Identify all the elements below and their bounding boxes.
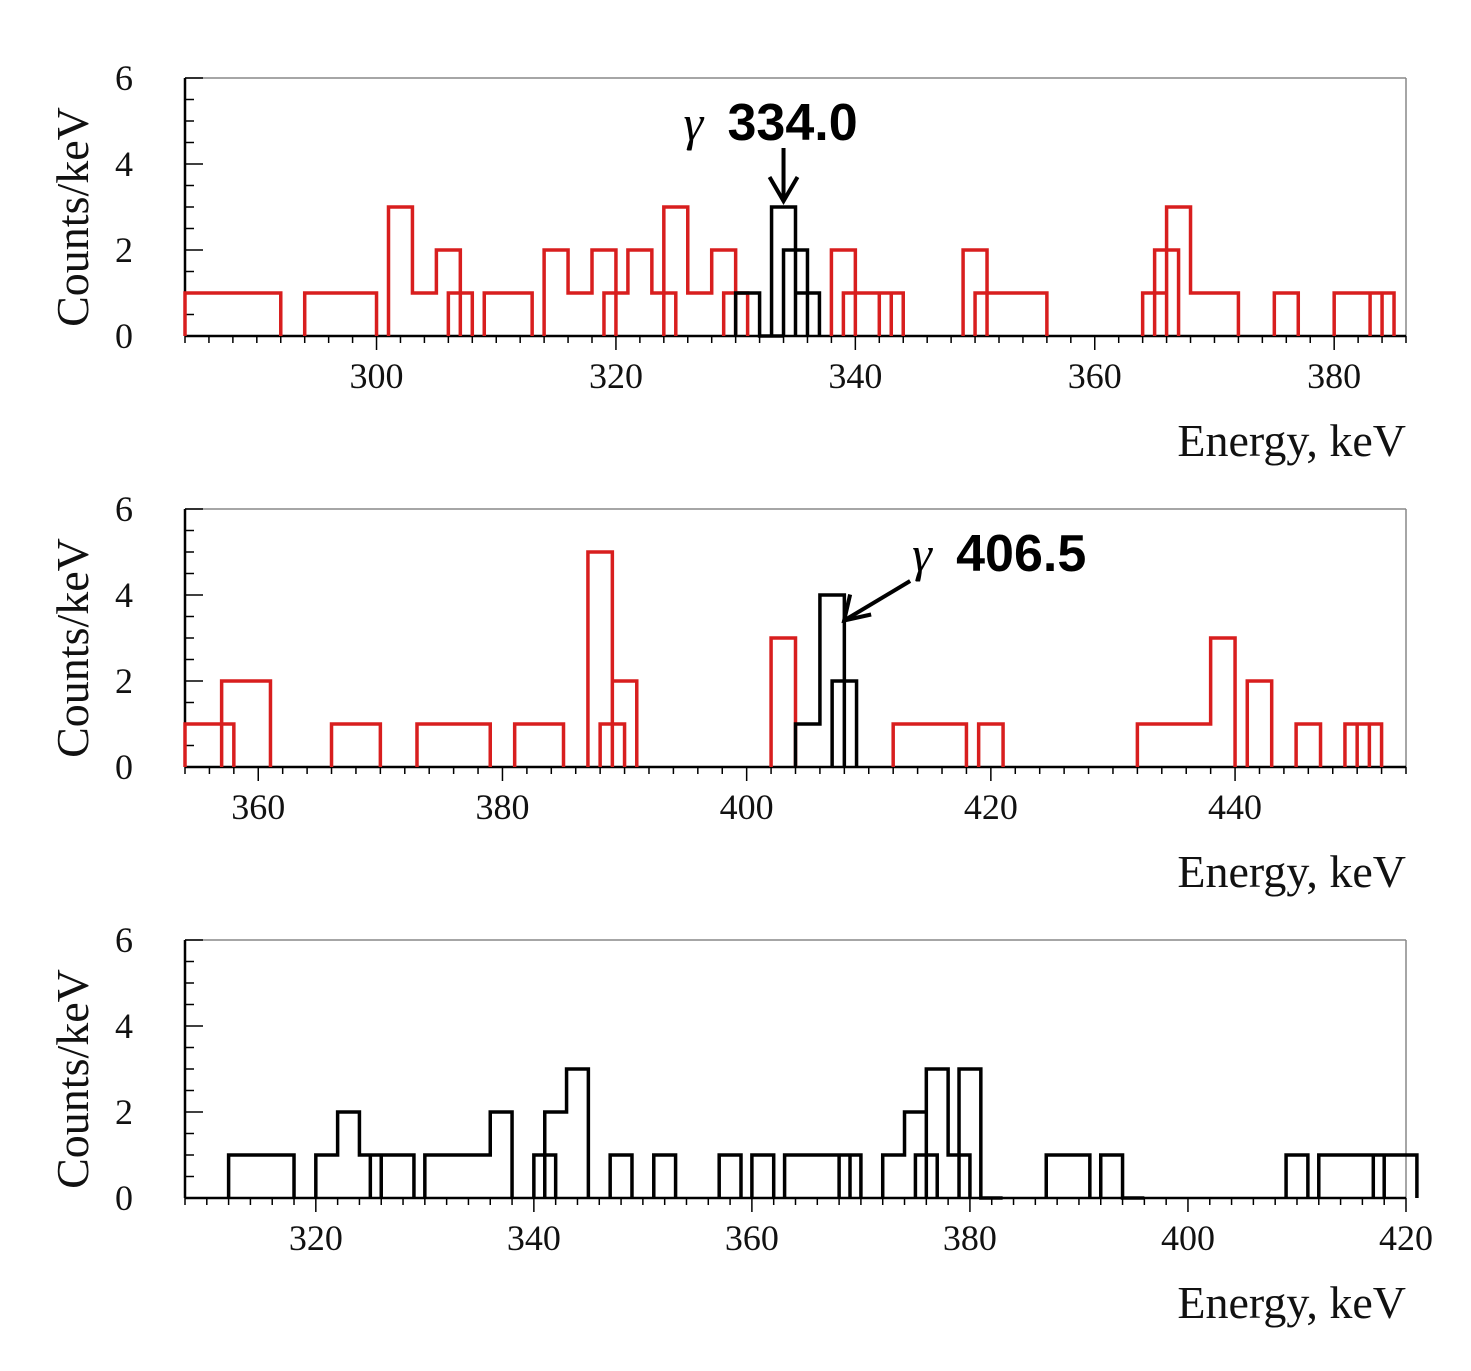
y-tick-label: 0 bbox=[115, 747, 133, 787]
x-axis-title: Energy, keV bbox=[1177, 846, 1406, 897]
arrow-head-icon bbox=[767, 175, 800, 205]
x-tick-label: 300 bbox=[350, 356, 404, 396]
histogram-series-signal bbox=[733, 205, 822, 338]
y-tick-label: 4 bbox=[115, 1006, 133, 1046]
x-tick-label: 420 bbox=[1379, 1218, 1433, 1258]
histogram-series-background-right bbox=[891, 636, 1384, 767]
peak-annotation: γ 406.5 bbox=[841, 525, 1086, 624]
gamma-energy-label: 334.0 bbox=[728, 94, 858, 152]
x-tick-label: 360 bbox=[725, 1218, 779, 1258]
peak-annotation: γ 334.0 bbox=[684, 94, 858, 205]
y-tick-label: 2 bbox=[115, 1092, 133, 1132]
arrow-head-icon bbox=[841, 594, 872, 624]
y-tick-label: 6 bbox=[115, 920, 133, 960]
x-tick-label: 320 bbox=[289, 1218, 343, 1258]
y-tick-label: 0 bbox=[115, 316, 133, 356]
y-tick-label: 6 bbox=[115, 58, 133, 98]
x-tick-label: 380 bbox=[943, 1218, 997, 1258]
chart-panel-3: 0 2 4 6 320 340 360 380 400 420 Energy, keV Counts/… bbox=[47, 920, 1433, 1328]
y-tick-label: 2 bbox=[115, 230, 133, 270]
y-axis-title: Counts/keV bbox=[47, 969, 98, 1189]
gamma-symbol: γ bbox=[684, 95, 705, 151]
gamma-energy-label: 406.5 bbox=[956, 525, 1086, 583]
x-tick-label: 340 bbox=[828, 356, 882, 396]
histogram-series-background bbox=[183, 205, 750, 336]
histogram-series-background bbox=[183, 550, 798, 767]
y-axis-title: Counts/keV bbox=[47, 538, 98, 758]
x-tick-label: 420 bbox=[964, 787, 1018, 827]
x-tick-label: 400 bbox=[720, 787, 774, 827]
x-tick-label: 360 bbox=[1068, 356, 1122, 396]
x-axis-title: Energy, keV bbox=[1177, 415, 1406, 466]
x-tick-label: 400 bbox=[1161, 1218, 1215, 1258]
y-tick-label: 4 bbox=[115, 575, 133, 615]
histogram-series-spectrum bbox=[226, 1067, 1419, 1200]
y-tick-label: 6 bbox=[115, 489, 133, 529]
x-tick-label: 440 bbox=[1208, 787, 1262, 827]
histogram-series-signal bbox=[793, 593, 859, 767]
x-tick-label: 340 bbox=[507, 1218, 561, 1258]
x-tick-label: 380 bbox=[1307, 356, 1361, 396]
chart-panel-2: 0 2 4 6 360 380 400 420 440 Energy, keV Counts/keV… bbox=[47, 489, 1407, 897]
annotation-arrow-shaft bbox=[843, 579, 912, 623]
x-axis-title: Energy, keV bbox=[1177, 1277, 1406, 1328]
y-tick-label: 4 bbox=[115, 144, 133, 184]
x-tick-label: 360 bbox=[231, 787, 285, 827]
x-tick-label: 380 bbox=[475, 787, 529, 827]
y-tick-label: 2 bbox=[115, 661, 133, 701]
chart-panel-1: 0 2 4 6 300 320 340 360 380 Energy, keV Counts/keV… bbox=[47, 58, 1407, 466]
gamma-symbol: γ bbox=[912, 526, 933, 582]
histogram-series-background-right bbox=[829, 205, 1396, 336]
x-tick-label: 320 bbox=[589, 356, 643, 396]
y-tick-label: 0 bbox=[115, 1178, 133, 1218]
y-axis-title: Counts/keV bbox=[47, 107, 98, 327]
